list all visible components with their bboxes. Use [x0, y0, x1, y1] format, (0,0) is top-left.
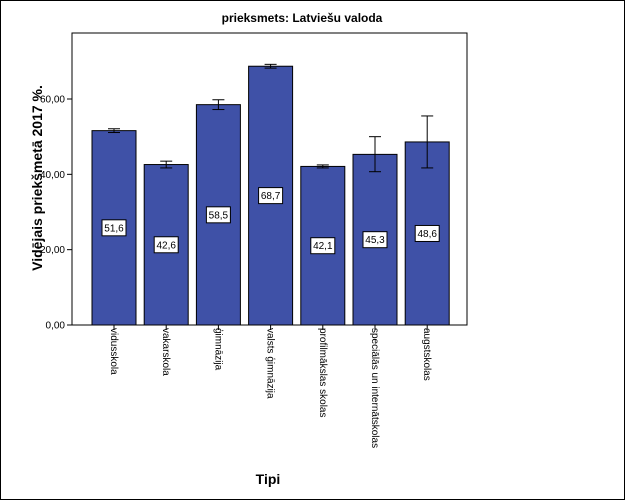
value-label: 45,3 [362, 231, 388, 249]
category-label: augstskolas [421, 328, 432, 381]
error-bar [160, 160, 173, 169]
category-label: speciālās un internātskolas [369, 328, 380, 448]
error-bars [108, 63, 434, 173]
y-tick-label: 60,00 [40, 95, 65, 106]
category-label: vidusskola [108, 328, 119, 375]
y-tick-label: 0,00 [46, 321, 66, 332]
value-label: 42,1 [310, 237, 336, 255]
y-axis-ticks: 0,00 20,00 40,00 60,00 [40, 95, 72, 332]
value-label: 51,6 [101, 219, 127, 237]
error-bar [264, 63, 277, 69]
svg-text:58,5: 58,5 [209, 210, 229, 221]
category-labels: vidusskola vakarskola ģimnāzija valsts ģimn… [108, 325, 432, 448]
svg-text:45,3: 45,3 [365, 235, 385, 246]
category-label: profilmākslas skolas [317, 328, 328, 417]
error-bar [421, 115, 434, 169]
svg-text:68,7: 68,7 [261, 191, 281, 202]
category-label: vakarskola [160, 328, 171, 376]
y-tick-label: 20,00 [40, 245, 65, 256]
error-bar [316, 164, 329, 169]
value-label: 58,5 [205, 206, 231, 224]
svg-text:42,6: 42,6 [156, 240, 176, 251]
value-label: 68,7 [258, 187, 284, 205]
svg-text:51,6: 51,6 [104, 223, 124, 234]
svg-text:48,6: 48,6 [417, 229, 437, 240]
error-bar [369, 136, 381, 173]
value-label: 48,6 [414, 224, 440, 242]
y-axis-title: Vidējais priekšmetā 2017 %. [29, 85, 45, 271]
chart-title: prieksmets: Latviešu valoda [222, 11, 383, 25]
error-bar [108, 128, 120, 134]
error-bar [212, 99, 225, 111]
svg-text:42,1: 42,1 [313, 241, 333, 252]
category-label: valsts ģimnāzija [265, 328, 278, 399]
category-label: ģimnāzija [212, 328, 225, 371]
value-labels: 51,6 42,6 58,5 68,7 42,1 45,3 48,6 [101, 187, 440, 255]
y-tick-label: 40,00 [40, 170, 65, 181]
x-axis-title: Tipi [256, 471, 281, 487]
value-label: 42,6 [153, 236, 179, 254]
